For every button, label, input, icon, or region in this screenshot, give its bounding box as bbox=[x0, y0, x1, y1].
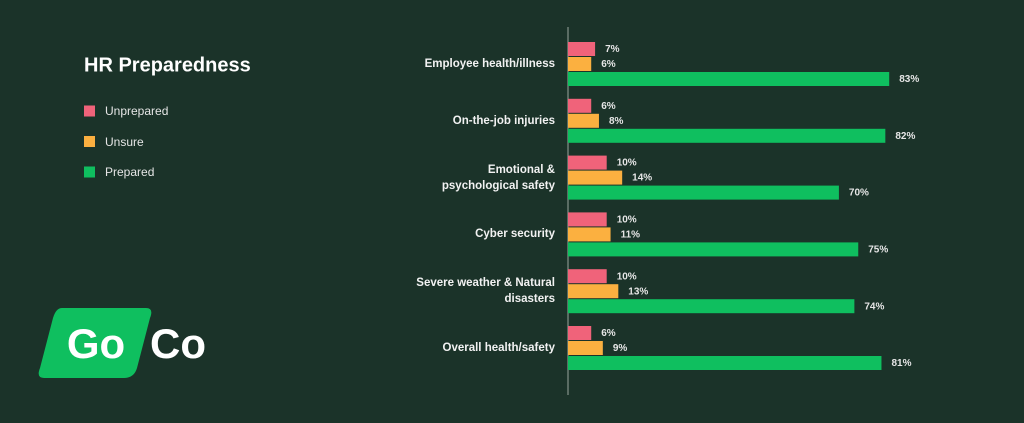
value-label: 75% bbox=[868, 245, 888, 256]
bar bbox=[568, 212, 607, 227]
bar bbox=[568, 42, 596, 56]
category-label: Emotional & psychological safety bbox=[441, 163, 555, 192]
bar bbox=[568, 57, 592, 71]
value-label: 83% bbox=[899, 74, 919, 85]
logo-text: Go bbox=[67, 320, 125, 367]
value-label: 10% bbox=[617, 158, 637, 169]
bar bbox=[568, 242, 859, 257]
value-label: 7% bbox=[605, 44, 620, 55]
logo-text: Co bbox=[150, 320, 206, 367]
category-label: On-the-job injuries bbox=[452, 114, 555, 127]
legend-label: Prepared bbox=[105, 165, 155, 179]
value-label: 14% bbox=[632, 173, 652, 184]
value-label: 6% bbox=[601, 328, 616, 339]
bar bbox=[568, 299, 855, 314]
bar bbox=[568, 98, 592, 113]
value-label: 74% bbox=[864, 301, 884, 312]
legend-label: Unprepared bbox=[105, 104, 169, 118]
bar bbox=[568, 269, 607, 284]
value-label: 10% bbox=[617, 271, 637, 282]
bar bbox=[568, 326, 592, 340]
category-label: Severe weather & Natural disasters bbox=[416, 277, 555, 306]
value-label: 6% bbox=[601, 101, 616, 112]
value-label: 10% bbox=[617, 215, 637, 226]
bar bbox=[568, 72, 890, 86]
bar bbox=[568, 341, 603, 355]
value-label: 70% bbox=[849, 188, 869, 199]
legend-label: Unsure bbox=[105, 134, 144, 149]
value-label: 11% bbox=[621, 230, 641, 241]
logo-badge bbox=[38, 308, 152, 378]
value-label: 82% bbox=[895, 131, 915, 142]
bar bbox=[568, 155, 607, 170]
category-label: Cyber security bbox=[475, 228, 555, 241]
legend-swatch bbox=[84, 166, 95, 178]
bar bbox=[568, 227, 611, 242]
legend-swatch bbox=[84, 105, 95, 117]
value-label: 81% bbox=[891, 358, 911, 369]
bar bbox=[568, 128, 886, 143]
legend-swatch bbox=[84, 136, 95, 147]
bar bbox=[568, 113, 599, 128]
bar bbox=[568, 170, 623, 185]
bar bbox=[568, 284, 619, 299]
value-label: 8% bbox=[609, 116, 624, 127]
logo: Go Co bbox=[38, 308, 206, 378]
bar bbox=[568, 185, 839, 200]
value-label: 6% bbox=[601, 59, 616, 70]
category-label: Overall health/safety bbox=[442, 342, 556, 354]
value-label: 13% bbox=[628, 286, 648, 297]
chart-title: HR Preparedness bbox=[84, 54, 251, 76]
category-label: Employee health/illness bbox=[424, 58, 555, 70]
bar bbox=[568, 356, 882, 370]
value-label: 9% bbox=[613, 343, 628, 354]
